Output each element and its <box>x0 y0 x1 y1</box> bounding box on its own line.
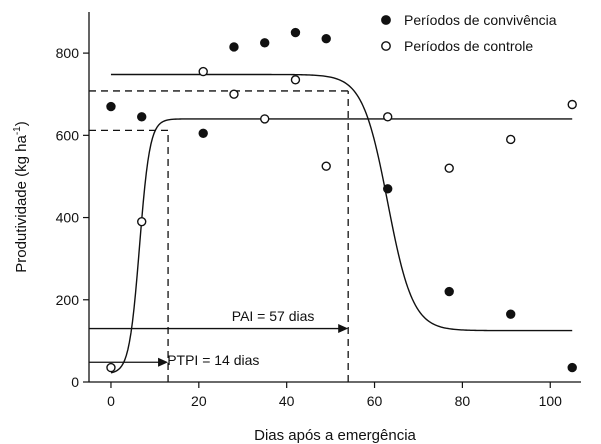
x-axis-title: Dias após a emergência <box>254 427 416 444</box>
y-tick-label: 400 <box>56 210 80 226</box>
point-controle <box>321 161 331 171</box>
point-convivencia <box>106 101 116 112</box>
point-convivencia <box>383 184 393 194</box>
data-points <box>106 27 577 373</box>
annotation-label: PTPI = 14 dias <box>167 352 259 368</box>
point-controle <box>383 112 393 122</box>
legend-marker <box>381 15 391 25</box>
point-controle <box>106 362 116 373</box>
point-convivencia <box>229 42 239 52</box>
point-controle <box>567 99 577 110</box>
point-controle <box>506 134 516 145</box>
x-tick-label: 100 <box>539 393 563 409</box>
legend-label: Períodos de controle <box>404 38 533 54</box>
x-tick-label: 40 <box>279 393 295 409</box>
y-axis-title: Produtividade (kg ha-1) <box>12 121 30 273</box>
legend-label: Períodos de convivência <box>404 12 557 28</box>
annotations: PAI = 57 dias PTPI = 14 dias <box>89 308 349 368</box>
point-controle <box>260 114 270 124</box>
y-tick-label: 600 <box>56 127 80 143</box>
point-convivencia <box>567 362 577 373</box>
point-controle <box>137 216 147 227</box>
x-tick-label: 0 <box>107 393 115 409</box>
point-convivencia <box>198 128 208 138</box>
point-convivencia <box>321 34 331 44</box>
point-controle <box>290 75 301 85</box>
point-convivencia <box>260 38 270 48</box>
point-convivencia <box>444 286 454 297</box>
point-controle <box>198 66 208 77</box>
y-axis-title-close: ) <box>13 121 30 126</box>
annotation-arrow-head <box>338 324 349 334</box>
y-axis-title-superscript: -1 <box>12 126 23 135</box>
x-tick-label: 80 <box>455 393 471 409</box>
y-tick-label: 800 <box>56 45 80 61</box>
legend: Períodos de convivência Períodos de contr… <box>381 12 557 54</box>
fit-curve-convivencia <box>110 73 573 332</box>
axes: 0 20 40 60 80 100 0 200 400 600 800 <box>56 12 581 409</box>
point-convivencia <box>137 112 147 122</box>
y-tick-label: 200 <box>56 292 80 308</box>
annotation-label: PAI = 57 dias <box>232 308 315 324</box>
y-axis-title-main: Produtividade (kg ha <box>13 135 30 273</box>
point-controle <box>229 89 239 99</box>
x-tick-label: 60 <box>367 393 383 409</box>
y-tick-label: 0 <box>71 374 79 390</box>
point-convivencia <box>506 309 516 319</box>
point-controle <box>444 163 454 173</box>
x-tick-label: 20 <box>191 393 207 409</box>
fit-curve-controle <box>110 118 573 374</box>
legend-marker <box>381 41 391 51</box>
annotation-arrow-head <box>158 357 169 367</box>
reference-lines <box>89 90 349 382</box>
point-convivencia <box>290 27 301 38</box>
fitted-curves <box>110 73 573 374</box>
